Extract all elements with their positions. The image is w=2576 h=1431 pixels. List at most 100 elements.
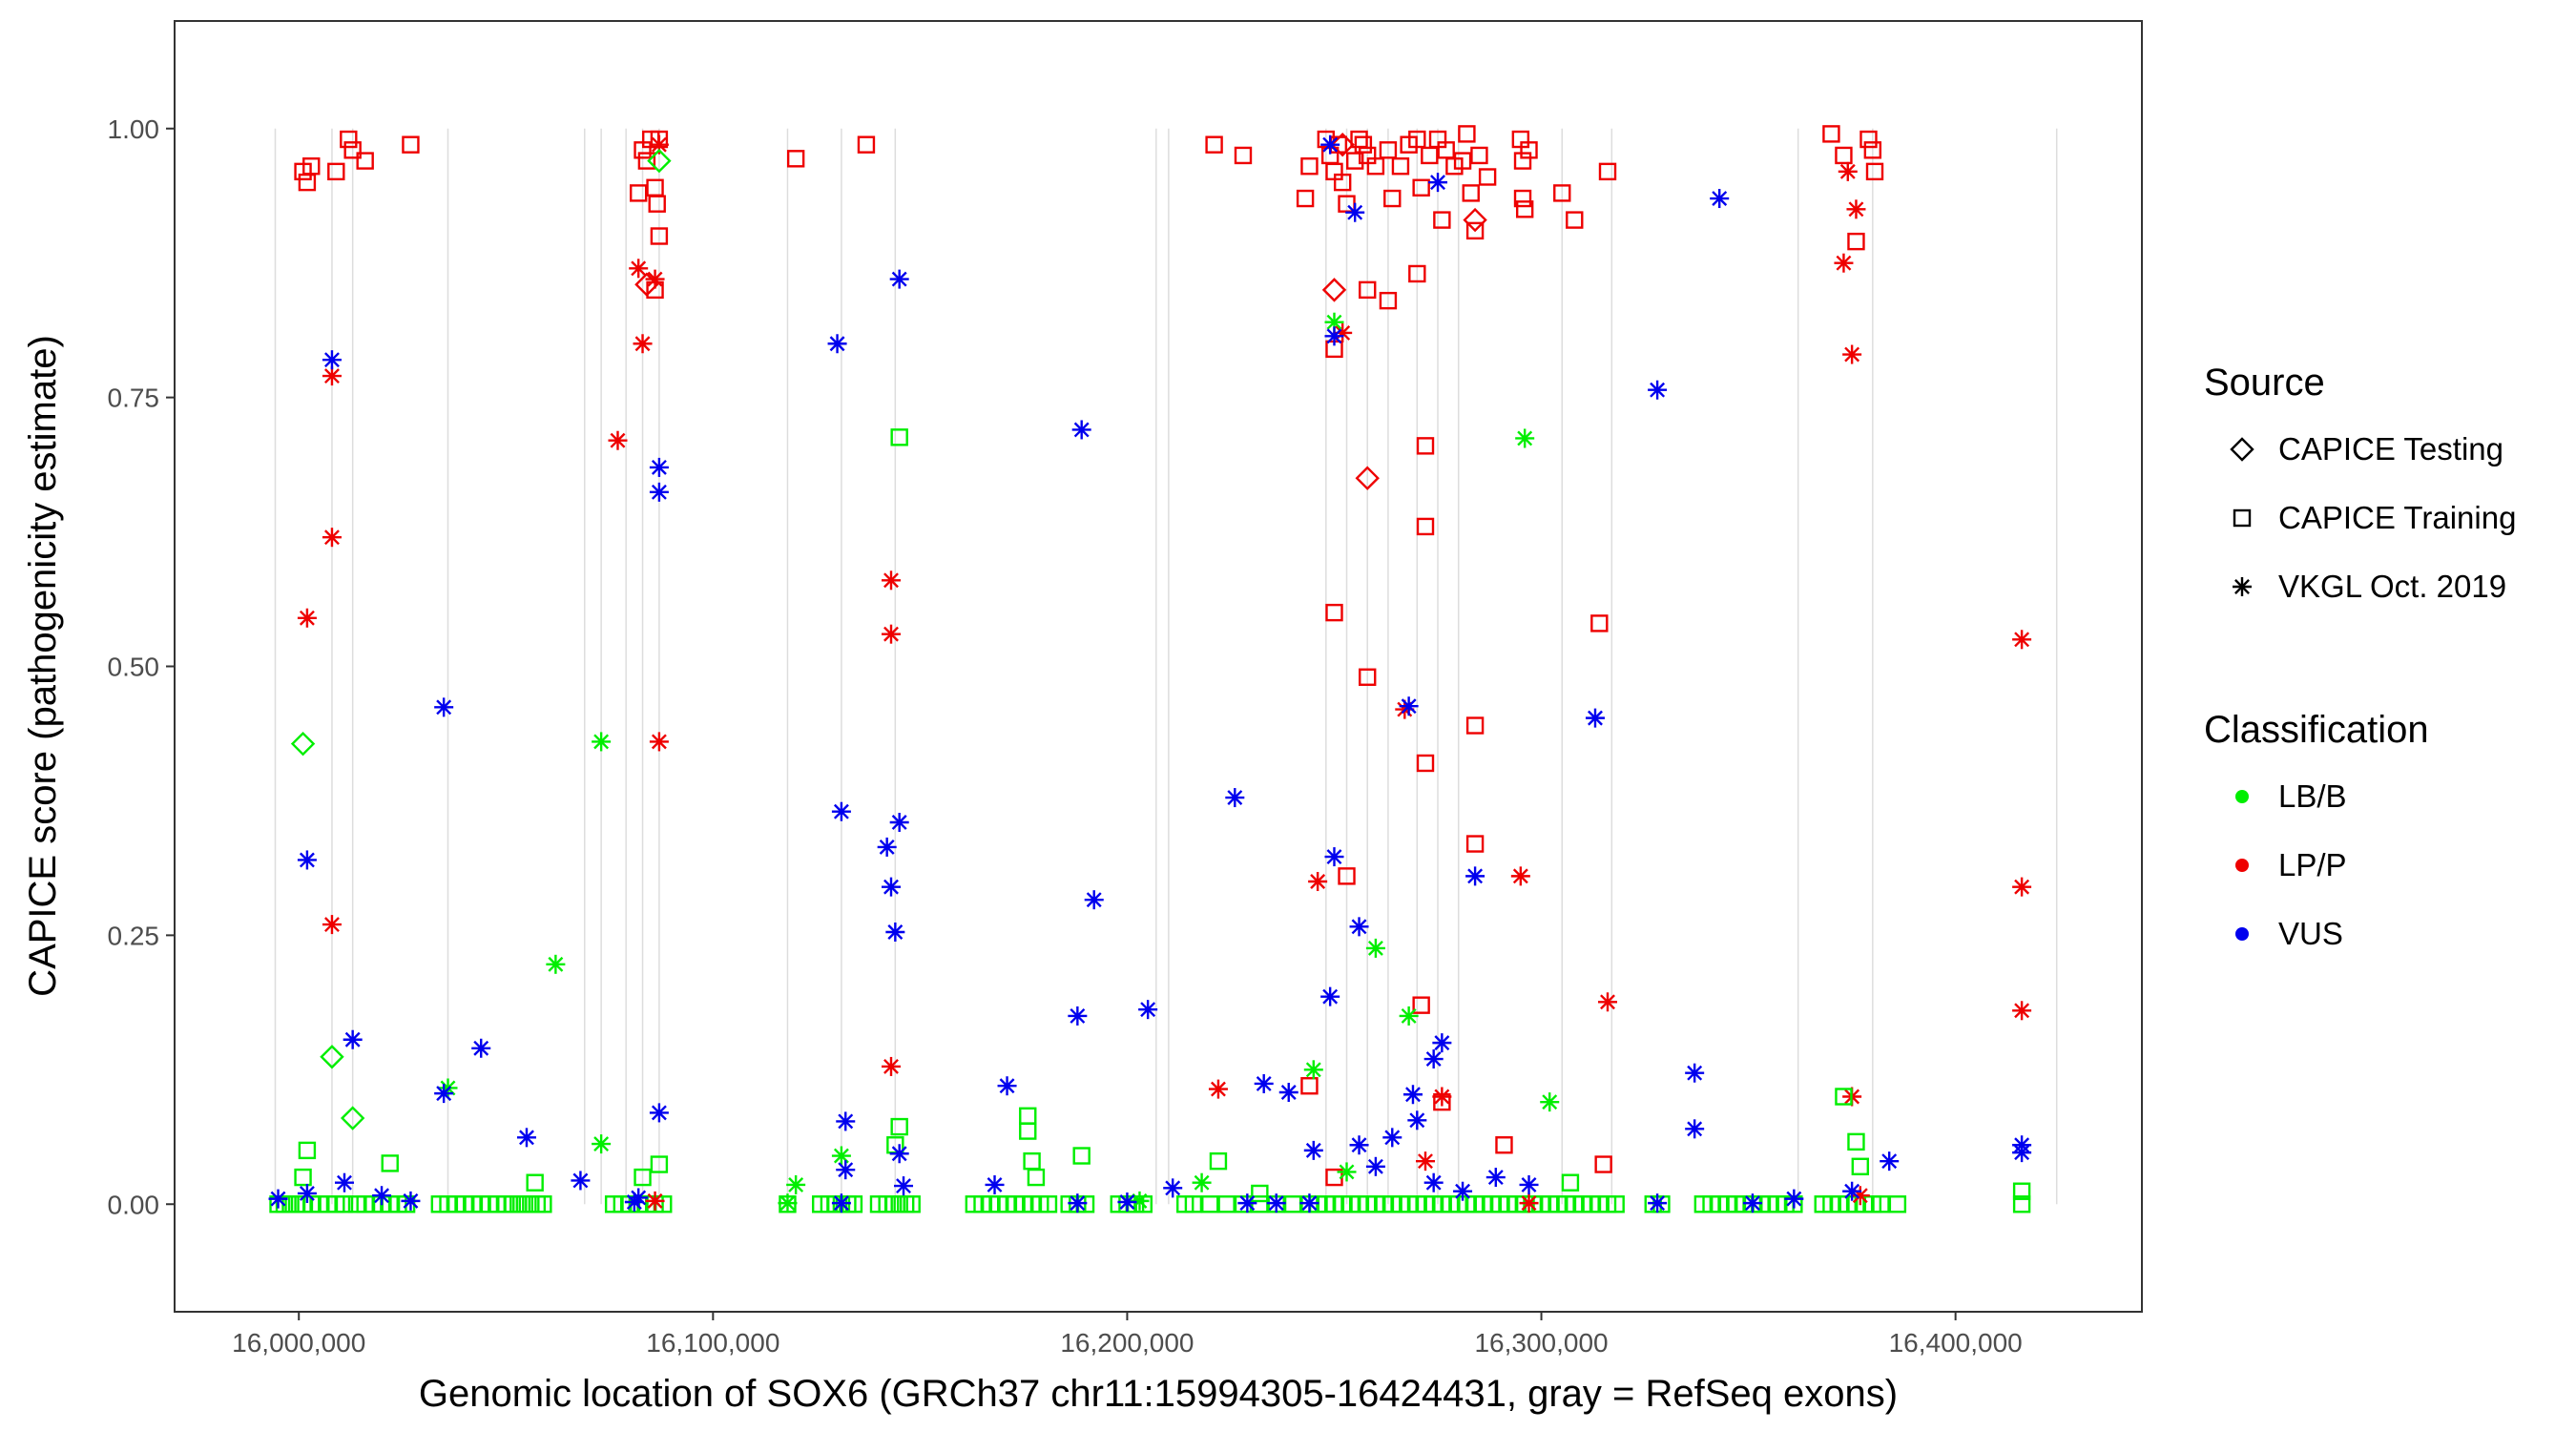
legend-key-lbb bbox=[2235, 790, 2249, 803]
data-point-vkgl-lbb bbox=[1515, 428, 1535, 448]
data-point-training-lpp bbox=[1453, 152, 1472, 170]
data-point-training-lbb bbox=[1184, 1195, 1203, 1213]
data-point-vkgl-vus bbox=[1068, 1006, 1088, 1026]
data-point-training-lpp bbox=[1416, 754, 1435, 773]
data-point-vkgl-vus bbox=[1278, 1082, 1298, 1102]
data-point-training-lbb bbox=[298, 1141, 317, 1160]
data-point-training-lpp bbox=[356, 152, 374, 170]
data-point-training-lpp bbox=[1416, 517, 1435, 536]
data-point-vkgl-vus bbox=[827, 334, 847, 354]
data-point-vkgl-lbb bbox=[592, 732, 612, 752]
data-point-training-lbb bbox=[1561, 1173, 1580, 1192]
data-point-vkgl-lbb bbox=[1303, 1060, 1323, 1080]
data-point-vkgl-vus bbox=[1266, 1193, 1286, 1213]
data-point-vkgl-vus bbox=[985, 1174, 1005, 1194]
data-point-vkgl-lpp bbox=[322, 528, 342, 548]
legend-item-capice-testing-label: CAPICE Testing bbox=[2278, 431, 2503, 467]
data-point-testing-lpp bbox=[1463, 207, 1487, 233]
data-point-vkgl-vus bbox=[1453, 1181, 1473, 1201]
data-point-training-lpp bbox=[1359, 668, 1377, 686]
data-point-training-lpp bbox=[1338, 867, 1356, 885]
data-point-training-lpp bbox=[1234, 146, 1253, 165]
data-point-vkgl-vus bbox=[1320, 135, 1340, 155]
data-point-vkgl-vus bbox=[1117, 1192, 1137, 1212]
data-point-vkgl-lpp bbox=[882, 570, 902, 591]
data-point-vkgl-vus bbox=[1423, 1049, 1444, 1069]
data-point-training-lpp bbox=[1408, 130, 1426, 149]
x-tick-label: 16,400,000 bbox=[1889, 1328, 2023, 1358]
data-point-training-lpp bbox=[1416, 437, 1435, 455]
data-point-vkgl-vus bbox=[1585, 708, 1605, 728]
legend-item-lbb-label: LB/B bbox=[2278, 778, 2347, 814]
data-point-vkgl-vus bbox=[894, 1176, 914, 1196]
data-point-training-lpp bbox=[650, 227, 669, 245]
y-axis-title: CAPICE score (pathogenicity estimate) bbox=[22, 335, 64, 997]
data-point-vkgl-lpp bbox=[882, 624, 902, 644]
data-point-vkgl-vus bbox=[877, 837, 897, 857]
data-point-vkgl-vus bbox=[1685, 1063, 1705, 1083]
data-point-vkgl-lpp bbox=[1432, 1087, 1452, 1107]
data-point-training-lpp bbox=[786, 150, 805, 168]
data-point-vkgl-vus bbox=[1648, 380, 1668, 400]
data-point-training-lpp bbox=[1408, 264, 1426, 283]
data-point-vkgl-lpp bbox=[633, 334, 653, 354]
data-point-training-lbb bbox=[1201, 1195, 1219, 1213]
data-point-training-lpp bbox=[402, 135, 420, 154]
data-point-vkgl-lpp bbox=[2012, 1001, 2032, 1021]
data-point-training-lpp bbox=[1865, 162, 1884, 181]
data-point-vkgl-lpp bbox=[1208, 1079, 1228, 1099]
data-point-vkgl-lbb bbox=[831, 1146, 851, 1166]
data-point-vkgl-vus bbox=[297, 850, 317, 870]
data-point-vkgl-vus bbox=[882, 877, 902, 897]
data-point-training-lbb bbox=[1888, 1195, 1907, 1213]
data-point-vkgl-vus bbox=[401, 1191, 421, 1211]
data-point-testing-lbb bbox=[340, 1106, 365, 1130]
data-point-vkgl-lpp bbox=[2012, 877, 2032, 897]
data-point-training-lpp bbox=[327, 162, 345, 181]
data-point-vkgl-vus bbox=[1225, 788, 1245, 808]
data-point-vkgl-vus bbox=[1163, 1178, 1183, 1198]
data-point-vkgl-vus bbox=[516, 1128, 536, 1148]
data-point-vkgl-vus bbox=[1365, 1156, 1385, 1176]
data-point-vkgl-vus bbox=[997, 1076, 1017, 1096]
legend-item-capice-training-label: CAPICE Training bbox=[2278, 500, 2516, 535]
data-point-vkgl-vus bbox=[1349, 1135, 1369, 1155]
data-point-vkgl-vus bbox=[885, 922, 905, 942]
data-point-training-lbb bbox=[1872, 1195, 1890, 1213]
data-point-training-lbb bbox=[1217, 1195, 1236, 1213]
data-point-vkgl-vus bbox=[836, 1111, 856, 1131]
data-point-training-lbb bbox=[381, 1154, 399, 1172]
data-point-vkgl-vus bbox=[1710, 189, 1730, 209]
data-point-training-lpp bbox=[1300, 157, 1319, 176]
data-point-vkgl-vus bbox=[372, 1186, 392, 1206]
data-point-vkgl-lpp bbox=[1834, 253, 1854, 273]
data-point-vkgl-vus bbox=[571, 1171, 591, 1191]
data-point-training-lpp bbox=[1594, 1155, 1612, 1173]
legend-source: Source CAPICE Testing CAPICE Training VK… bbox=[2204, 362, 2516, 604]
data-point-training-lpp bbox=[1412, 996, 1430, 1014]
data-point-testing-lbb bbox=[647, 148, 672, 174]
data-point-training-lpp bbox=[302, 157, 321, 176]
legend-key-lpp bbox=[2235, 859, 2249, 872]
data-point-vkgl-vus bbox=[1138, 1000, 1158, 1020]
y-axis: 0.00 0.25 0.50 0.75 1.00 bbox=[108, 114, 175, 1219]
data-point-training-lbb bbox=[1835, 1088, 1853, 1106]
data-point-testing-lpp bbox=[1355, 466, 1380, 490]
data-point-training-lpp bbox=[629, 184, 648, 202]
data-point-vkgl-vus bbox=[1324, 847, 1344, 867]
data-point-vkgl-vus bbox=[1648, 1193, 1668, 1213]
data-point-vkgl-vus bbox=[1685, 1119, 1705, 1139]
data-point-vkgl-lpp bbox=[1842, 344, 1862, 364]
data-point-training-lbb bbox=[534, 1195, 552, 1213]
data-point-training-lpp bbox=[1495, 1136, 1513, 1154]
data-point-vkgl-vus bbox=[1068, 1193, 1088, 1213]
data-point-vkgl-vus bbox=[1402, 1085, 1423, 1105]
data-point-vkgl-vus bbox=[343, 1029, 363, 1049]
data-point-vkgl-vus bbox=[434, 1084, 454, 1104]
y-tick-label: 1.00 bbox=[108, 114, 160, 144]
data-point-training-lpp bbox=[1383, 189, 1402, 208]
data-point-training-lbb bbox=[890, 428, 908, 446]
data-point-training-lpp bbox=[648, 195, 666, 213]
data-point-vkgl-vus bbox=[649, 482, 669, 502]
